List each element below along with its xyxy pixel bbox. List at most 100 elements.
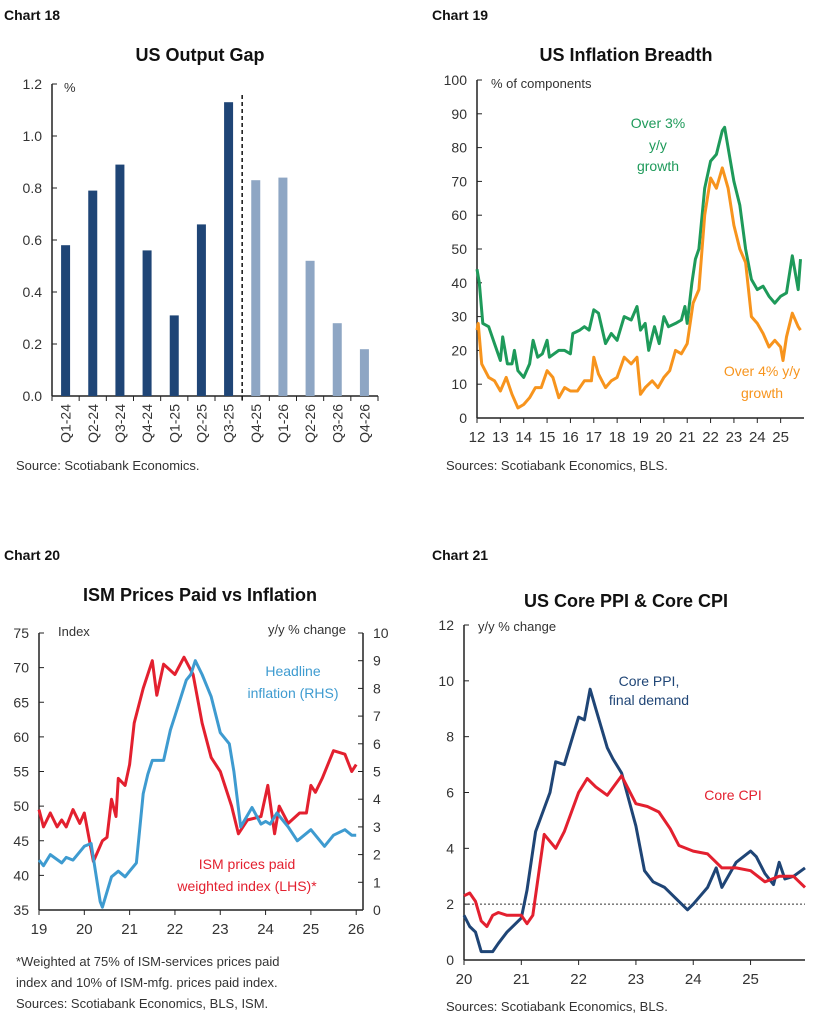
chart-18: Chart 18 US Output Gap % Source: Scotiab… (4, 7, 379, 473)
series-label-ism: ISM prices paid (199, 856, 295, 872)
y-tick-label: 2 (446, 896, 454, 912)
x-tick-label: 21 (513, 971, 530, 988)
y-tick-label-right: 10 (373, 625, 389, 641)
y-tick-label: 60 (13, 729, 29, 745)
y-tick-label: 40 (13, 867, 29, 883)
y-tick-label-right: 5 (373, 764, 381, 780)
x-tick-label: 19 (31, 921, 48, 938)
x-tick-label: 16 (562, 429, 579, 446)
y-tick-label: 70 (451, 173, 467, 189)
x-tick-label: 22 (570, 971, 587, 988)
x-tick-label: 15 (539, 429, 556, 446)
y-axis-label: % (64, 80, 76, 95)
source-note: Sources: Scotiabank Economics, BLS. (446, 999, 668, 1014)
series-label-4pct: growth (741, 385, 783, 401)
y-tick-label: 90 (451, 106, 467, 122)
x-tick-label: Q2-26 (302, 404, 318, 443)
series-line-2 (475, 166, 802, 410)
series-label-ism: weighted index (LHS)* (176, 878, 317, 894)
y-tick-label: 0 (459, 410, 467, 426)
x-tick-label: Q4-25 (248, 404, 264, 443)
chart-number: Chart 20 (4, 547, 60, 563)
series-label-3pct: Over 3% (631, 115, 685, 131)
y-tick-label: 60 (451, 207, 467, 223)
series-line-1 (462, 687, 806, 954)
bar (224, 102, 234, 396)
x-tick-label: Q3-24 (112, 404, 128, 443)
chart-number: Chart 19 (432, 7, 488, 23)
chart-title: US Core PPI & Core CPI (524, 591, 728, 611)
y-tick-label: 1.0 (23, 128, 43, 144)
x-tick-label: 22 (702, 429, 719, 446)
bar (332, 323, 342, 396)
y-tick-label: 50 (451, 241, 467, 257)
y-axis-right-label: y/y % change (268, 622, 346, 637)
x-tick-label: Q2-25 (193, 404, 209, 443)
y-tick-label: 80 (451, 140, 467, 156)
y-tick-label: 45 (13, 833, 29, 849)
x-tick-label: Q1-26 (275, 404, 291, 443)
y-tick-label: 65 (13, 694, 29, 710)
x-tick-label: 22 (167, 921, 184, 938)
plot-area: 0 10 20 30 40 50 60 70 80 90 100 12 13 14 15 16 17 18 19 20… (444, 72, 804, 446)
footnote: index and 10% of ISM-mfg. prices paid in… (16, 975, 278, 990)
y-tick-label-right: 9 (373, 653, 381, 669)
x-tick-label: 20 (456, 971, 473, 988)
x-tick-label: Q2-24 (85, 404, 101, 443)
x-tick-label: 25 (742, 971, 759, 988)
chart-title: US Output Gap (136, 45, 265, 65)
x-tick-label: Q3-25 (221, 404, 237, 443)
y-tick-label: 0.2 (23, 336, 43, 352)
x-tick-label: Q1-25 (166, 404, 182, 443)
source-note: Sources: Scotiabank Economics, BLS. (446, 458, 668, 473)
bar (142, 250, 152, 396)
x-tick-label: 23 (212, 921, 229, 938)
chart-20: Chart 20 ISM Prices Paid vs Inflation In… (4, 547, 389, 1011)
x-tick-label: 19 (632, 429, 649, 446)
chart-19: Chart 19 US Inflation Breadth % of compo… (432, 7, 804, 473)
chart-title: ISM Prices Paid vs Inflation (83, 585, 317, 605)
x-tick-label: 23 (628, 971, 645, 988)
y-tick-label-right: 7 (373, 708, 381, 724)
footnote: *Weighted at 75% of ISM-services prices … (16, 954, 280, 969)
x-tick-label: 24 (257, 921, 274, 938)
x-tick-label: Q4-26 (356, 404, 372, 443)
x-tick-label: 24 (685, 971, 702, 988)
x-tick-label: 20 (76, 921, 93, 938)
series-label-core-cpi: Core CPI (704, 787, 762, 803)
x-tick-label: 12 (469, 429, 486, 446)
y-tick-label: 1.2 (23, 76, 43, 92)
y-tick-label: 35 (13, 902, 29, 918)
bar (278, 177, 288, 396)
chart-title: US Inflation Breadth (539, 45, 712, 65)
y-tick-label: 12 (438, 617, 454, 633)
y-tick-label-right: 8 (373, 680, 381, 696)
y-tick-label: 70 (13, 660, 29, 676)
x-tick-label: 14 (515, 429, 532, 446)
x-tick-label: 18 (609, 429, 626, 446)
chart-number: Chart 18 (4, 7, 60, 23)
x-tick-label: 25 (772, 429, 789, 446)
y-tick-label-right: 2 (373, 847, 381, 863)
source-note: Sources: Scotiabank Economics, BLS, ISM. (16, 996, 268, 1011)
x-tick-label: 20 (656, 429, 673, 446)
y-tick-label-right: 0 (373, 902, 381, 918)
y-tick-label: 0.0 (23, 388, 43, 404)
source-note: Source: Scotiabank Economics. (16, 458, 200, 473)
x-tick-label: 17 (585, 429, 602, 446)
x-tick-label: 21 (679, 429, 696, 446)
y-axis-left-label: Index (58, 624, 90, 639)
y-tick-label: 6 (446, 785, 454, 801)
y-tick-label: 40 (451, 275, 467, 291)
series-label-headline: Headline (265, 663, 320, 679)
y-tick-label: 75 (13, 625, 29, 641)
series-label-3pct: y/y (649, 137, 667, 153)
y-tick-label: 10 (451, 376, 467, 392)
chart-21: Chart 21 US Core PPI & Core CPI y/y % ch… (432, 547, 807, 1014)
bar (115, 164, 125, 396)
x-tick-label: 13 (492, 429, 509, 446)
y-tick-label: 0.4 (23, 284, 43, 300)
y-tick-label: 0.6 (23, 232, 43, 248)
bar (88, 190, 98, 396)
